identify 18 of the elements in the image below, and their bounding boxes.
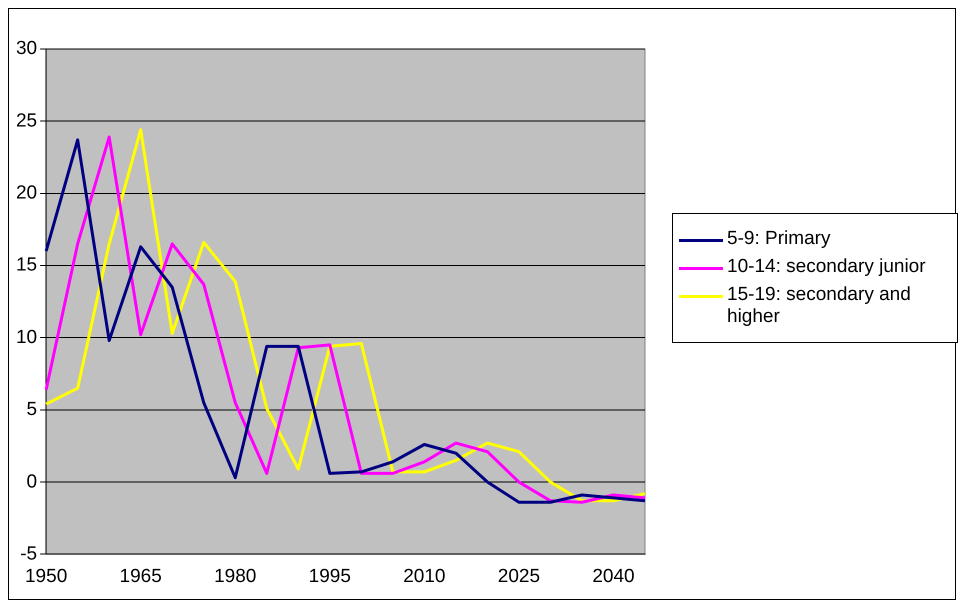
x-tick-label: 2025: [498, 566, 540, 587]
y-tick-label: 5: [26, 399, 38, 420]
y-tick-label: 20: [16, 182, 38, 204]
x-tick-label: 1980: [214, 566, 256, 587]
y-tick-label: 25: [16, 110, 38, 132]
y-tick-label: 10: [16, 326, 38, 348]
y-tick-label: -5: [20, 543, 38, 564]
x-tick-label: 1950: [24, 566, 68, 587]
legend-label: 5-9: Primary: [727, 228, 830, 250]
legend-label: 15-19: secondary and higher: [727, 284, 912, 328]
x-tick-label: 1965: [120, 566, 162, 587]
x-tick-label: 2040: [592, 566, 635, 587]
y-tick-label: 15: [16, 254, 38, 276]
x-tick-label: 2010: [403, 566, 446, 587]
x-tick-label: 1995: [308, 566, 351, 587]
legend-label: 10-14: secondary junior: [727, 256, 926, 278]
y-tick-label: 30: [16, 38, 38, 60]
y-tick-label: 0: [26, 471, 38, 492]
